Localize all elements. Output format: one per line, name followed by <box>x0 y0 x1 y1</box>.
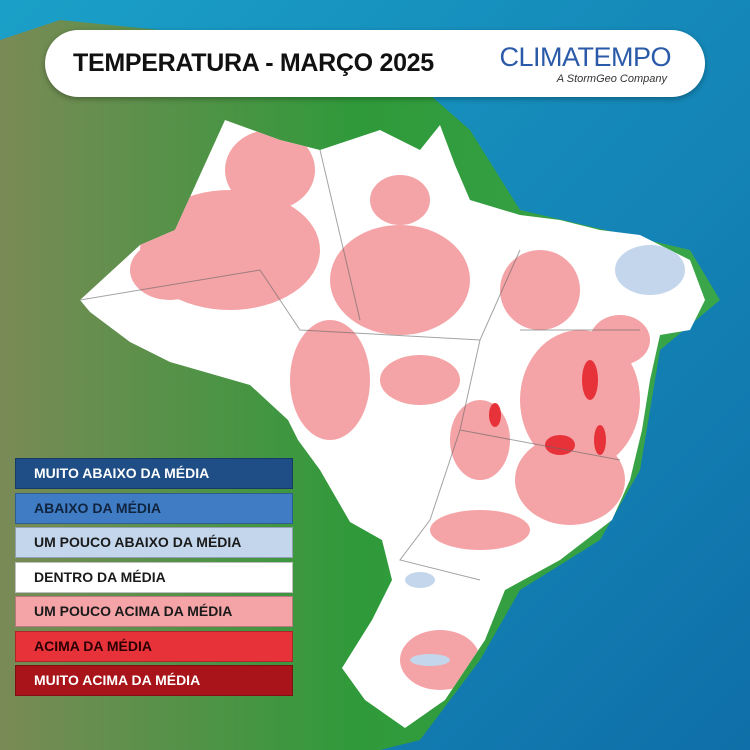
legend-item: UM POUCO ACIMA DA MÉDIA <box>15 596 293 627</box>
anomaly-cool <box>405 245 685 666</box>
anomaly-light <box>130 130 650 690</box>
legend: MUITO ABAIXO DA MÉDIA ABAIXO DA MÉDIA UM P… <box>15 458 293 700</box>
legend-item: MUITO ACIMA DA MÉDIA <box>15 665 293 696</box>
legend-item: DENTRO DA MÉDIA <box>15 561 293 593</box>
title: TEMPERATURA - MARÇO 2025 <box>73 49 434 77</box>
logo-tagline: A StormGeo Company <box>556 73 667 85</box>
legend-item: UM POUCO ABAIXO DA MÉDIA <box>15 527 293 558</box>
legend-item: MUITO ABAIXO DA MÉDIA <box>15 458 293 489</box>
state-borders <box>80 149 640 581</box>
legend-item: ACIMA DA MÉDIA <box>15 630 293 662</box>
logo: CLIMATEMPO <box>499 42 671 72</box>
header: TEMPERATURA - MARÇO 2025 CLIMATEMPO A St… <box>45 30 705 97</box>
legend-item: ABAIXO DA MÉDIA <box>15 492 293 524</box>
